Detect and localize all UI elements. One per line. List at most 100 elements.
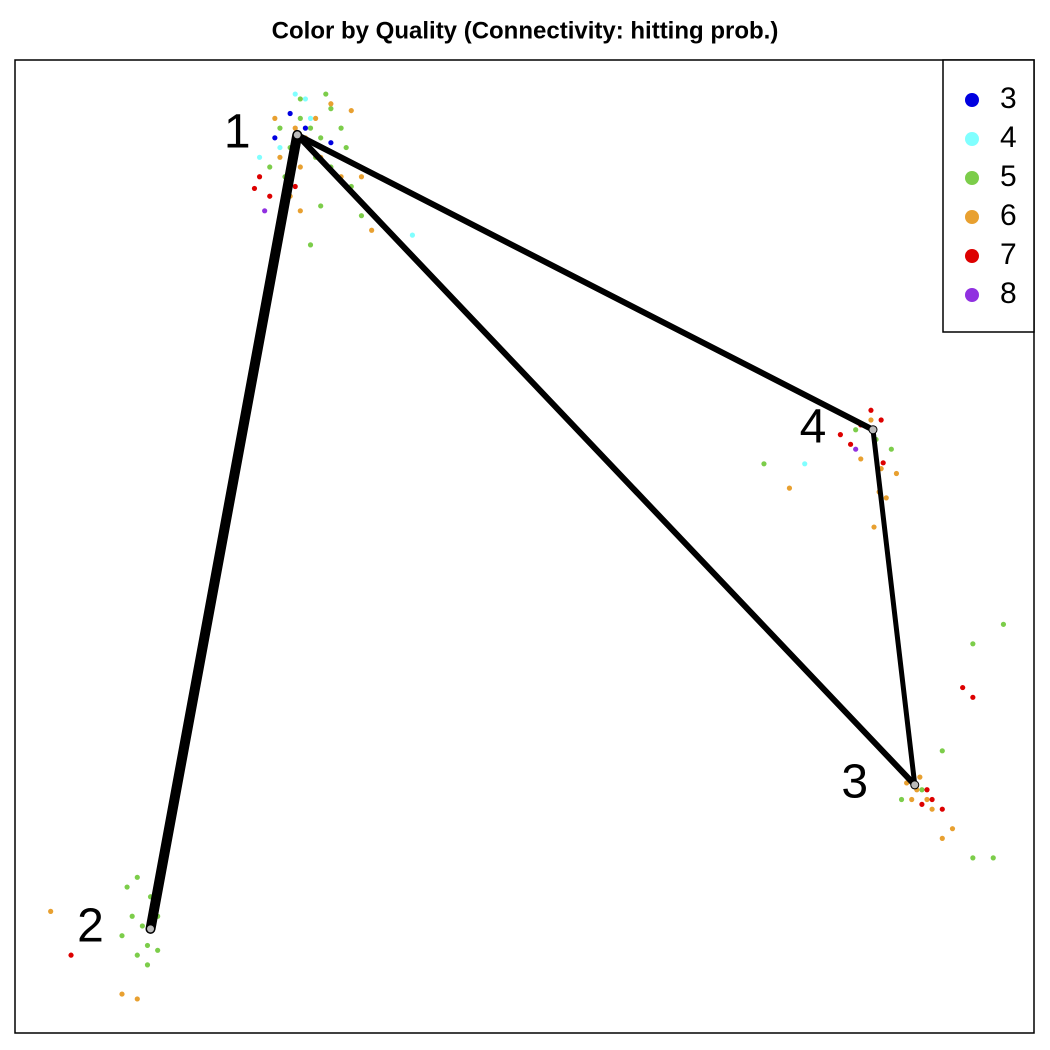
point: [68, 952, 74, 958]
node-label: 3: [841, 756, 868, 809]
point: [292, 125, 298, 131]
point: [272, 135, 278, 141]
point: [292, 183, 298, 190]
edge: [294, 131, 876, 433]
point: [272, 115, 278, 121]
point: [277, 154, 283, 160]
edges: [145, 129, 918, 934]
point: [369, 227, 375, 233]
point: [970, 694, 976, 700]
point: [277, 125, 283, 131]
point: [318, 135, 324, 141]
nodes: 1 2 3 4: [77, 106, 920, 953]
point: [990, 855, 996, 861]
plot-frame: [14, 59, 1035, 1034]
legend-swatch: [965, 288, 979, 302]
point: [909, 796, 915, 803]
point: [267, 193, 273, 199]
point: [939, 806, 945, 812]
point: [328, 140, 334, 146]
edge: [294, 131, 918, 788]
point: [858, 456, 864, 462]
point: [313, 115, 319, 121]
point: [297, 164, 303, 170]
point: [119, 991, 125, 997]
point: [302, 96, 309, 102]
node: [292, 130, 302, 140]
point: [155, 947, 161, 953]
point: [880, 460, 886, 466]
point: [307, 125, 314, 131]
chart-title: Color by Quality (Connectivity: hitting …: [272, 17, 779, 44]
point: [917, 774, 923, 780]
point: [277, 144, 283, 151]
point: [898, 796, 905, 803]
point: [960, 684, 966, 691]
point: [939, 748, 945, 754]
point: [853, 446, 859, 452]
legend: 3 4 5 6 7 8: [965, 82, 1017, 310]
point: [786, 485, 793, 491]
point: [297, 115, 303, 121]
point: [888, 446, 894, 452]
node: [910, 780, 920, 790]
legend-swatch: [965, 132, 979, 146]
points: [48, 91, 1007, 1002]
point: [924, 796, 930, 803]
point: [256, 154, 263, 160]
point: [338, 125, 344, 131]
point: [144, 962, 151, 968]
point: [893, 470, 900, 477]
legend-label: 5: [1000, 160, 1017, 193]
point: [837, 432, 843, 438]
legend-swatch: [965, 249, 979, 263]
point: [358, 213, 365, 219]
point: [343, 144, 349, 151]
point: [847, 441, 854, 447]
point: [328, 101, 334, 107]
point: [262, 208, 268, 214]
legend-label: 7: [1000, 238, 1017, 271]
point: [802, 461, 808, 467]
point: [883, 495, 889, 501]
node: [868, 425, 878, 435]
point: [307, 242, 314, 248]
point: [949, 826, 956, 832]
point: [134, 996, 140, 1002]
point: [287, 110, 293, 117]
point: [970, 855, 976, 861]
point: [853, 427, 859, 433]
point: [409, 232, 416, 238]
point: [323, 91, 329, 97]
legend-label: 3: [1000, 82, 1017, 115]
point: [119, 933, 125, 939]
point: [878, 417, 884, 423]
point: [358, 174, 365, 180]
point: [256, 174, 263, 180]
node-label: 4: [800, 400, 827, 453]
point: [144, 942, 151, 949]
node-label: 1: [224, 106, 251, 159]
point: [919, 801, 925, 807]
point: [868, 417, 874, 423]
point: [868, 407, 874, 413]
point: [297, 208, 303, 214]
point: [292, 91, 298, 97]
point: [929, 806, 935, 812]
point: [929, 796, 935, 803]
point: [924, 787, 930, 793]
point: [302, 125, 309, 131]
point: [919, 787, 925, 793]
point: [134, 874, 140, 880]
point: [297, 96, 303, 102]
point: [328, 106, 334, 112]
point: [124, 884, 130, 890]
point: [348, 107, 354, 114]
legend-box: [942, 59, 1035, 333]
legend-swatch: [965, 210, 979, 224]
point: [267, 164, 273, 170]
legend-swatch: [965, 171, 979, 185]
legend-label: 6: [1000, 199, 1017, 232]
